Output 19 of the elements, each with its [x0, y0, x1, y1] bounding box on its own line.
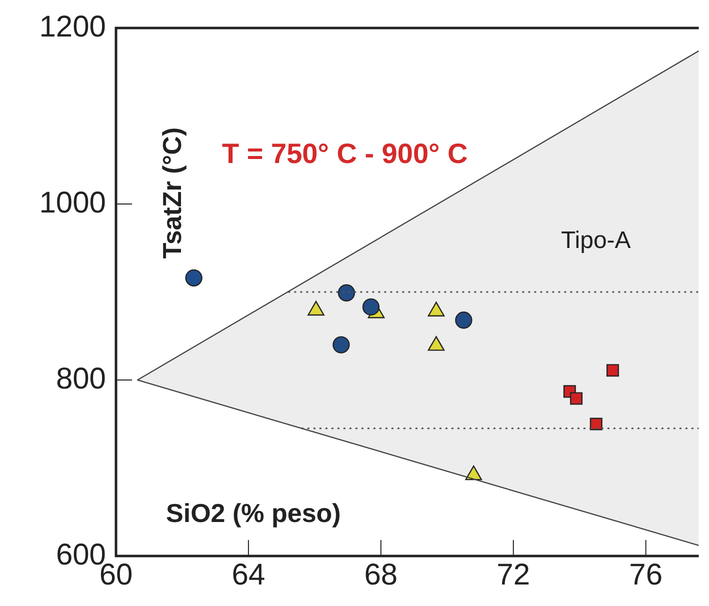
- point: [590, 418, 602, 430]
- y-tick-label: 1200: [39, 10, 106, 44]
- x-tick-label: 76: [629, 558, 663, 592]
- x-tick-label: 72: [496, 558, 530, 592]
- point: [332, 336, 350, 354]
- annotation: Tipo-A: [561, 227, 631, 254]
- y-tick-label: 1000: [39, 186, 106, 220]
- x-tick-label: 68: [364, 558, 398, 592]
- x-tick-label: 64: [232, 558, 266, 592]
- point: [362, 298, 380, 316]
- y-axis-title: TsatZr (°C): [157, 127, 188, 259]
- y-tick-label: 800: [56, 362, 106, 396]
- point: [455, 312, 472, 329]
- annotation: T = 750° C - 900° C: [222, 138, 468, 169]
- point: [570, 392, 583, 405]
- point: [185, 269, 202, 287]
- point: [606, 364, 619, 377]
- point: [338, 284, 356, 302]
- x-axis-title: SiO2 (% peso): [166, 498, 341, 528]
